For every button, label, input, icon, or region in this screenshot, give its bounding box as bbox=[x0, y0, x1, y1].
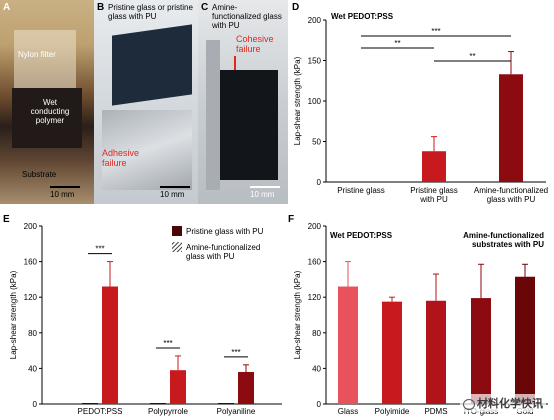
watermark-text: 材料化学快讯 bbox=[477, 398, 543, 410]
photo-a: A Nylon filter Wet conducting polymer Su… bbox=[0, 0, 94, 204]
chart-d-sig-label: ** bbox=[394, 39, 400, 48]
chart-d-xlabel-2: Amine-functionalized glass with PU bbox=[474, 186, 548, 204]
chart-f-ytick-label: 160 bbox=[308, 258, 322, 267]
chart-e-sig-label: *** bbox=[231, 348, 240, 357]
chart-e-xlabel: Polyaniline bbox=[217, 407, 256, 416]
chart-f-ytick-label: 120 bbox=[308, 293, 322, 302]
chart-d-sig-label: *** bbox=[431, 27, 440, 36]
panel-letter-f: F bbox=[288, 214, 294, 225]
chart-f-subtitle-1: Amine-functionalized bbox=[463, 231, 544, 240]
chart-e-ytick-label: 200 bbox=[24, 222, 38, 231]
chart-f-xlabel: PDMS bbox=[424, 407, 447, 416]
panel-letter-b: B bbox=[97, 2, 105, 13]
chart-e-sig-label: *** bbox=[163, 339, 172, 348]
chart-e-legend-swatch-1 bbox=[172, 242, 182, 252]
panel-letter-a: A bbox=[3, 2, 11, 13]
chart-f-ytick-label: 0 bbox=[317, 400, 322, 409]
wechat-icon bbox=[463, 398, 475, 410]
photo-c: C Amine-functionalized glass with PU Coh… bbox=[198, 0, 288, 204]
chart-d-bar bbox=[499, 74, 523, 182]
photo-b: B Pristine glass or pristine glass with … bbox=[94, 0, 198, 204]
scale-label-c: 10 mm bbox=[250, 190, 275, 199]
chart-f-ytick-label: 200 bbox=[308, 222, 322, 231]
cohesive-failure-label: Cohesive failure bbox=[236, 34, 274, 54]
chart-e-ytick-label: 80 bbox=[28, 329, 37, 338]
photo-c-title: Amine-functionalized glass with PU bbox=[212, 3, 282, 30]
chart-e-xlabel: Polypyrrole bbox=[148, 407, 189, 416]
chart-e-ytick-label: 160 bbox=[24, 258, 38, 267]
chart-f-ytick-label: 80 bbox=[312, 329, 321, 338]
panel-letter-c: C bbox=[201, 2, 209, 13]
chart-d-ylabel: Lap-shear strength (kPa) bbox=[293, 56, 302, 145]
chart-e-ytick-label: 40 bbox=[28, 364, 37, 373]
adhesive-failure-label: Adhesive failure bbox=[102, 148, 140, 168]
substrate-label: Substrate bbox=[22, 170, 57, 179]
chart-d-ytick-label: 200 bbox=[308, 16, 322, 25]
chart-f-bar bbox=[382, 301, 402, 404]
watermark: 材料化学快讯 bbox=[460, 394, 546, 412]
chart-d-bar bbox=[422, 151, 446, 182]
chart-e-legend-1: Amine-functionalized glass with PU bbox=[186, 243, 260, 261]
chart-e-ylabel: Lap-shear strength (kPa) bbox=[9, 270, 18, 359]
chart-d-ytick-label: 50 bbox=[312, 138, 321, 147]
chart-f-ytick-label: 40 bbox=[312, 364, 321, 373]
nylon-filter-label: Nylon filter bbox=[18, 50, 56, 59]
chart-f-ylabel: Lap-shear strength (kPa) bbox=[293, 270, 302, 359]
chart-f-xlabel: Polyimide bbox=[375, 407, 410, 416]
chart-f-bar bbox=[426, 300, 446, 404]
chart-d-xlabel-0: Pristine glass bbox=[337, 186, 385, 195]
panel-letter-d: D bbox=[292, 2, 299, 13]
scale-bar-b bbox=[160, 186, 190, 188]
chart-e-ytick-label: 0 bbox=[33, 400, 38, 409]
scale-label-a: 10 mm bbox=[50, 190, 75, 199]
scale-label-b: 10 mm bbox=[160, 190, 185, 199]
chart-e-sig-label: *** bbox=[95, 245, 104, 254]
chart-e-bar bbox=[238, 371, 254, 404]
chart-e-bar-s0 bbox=[150, 403, 166, 404]
chart-e-bar bbox=[102, 286, 118, 404]
panel-letter-e: E bbox=[3, 214, 10, 225]
scale-bar-c bbox=[250, 186, 280, 188]
chart-f-xlabel: Glass bbox=[338, 407, 358, 416]
chart-d-title: Wet PEDOT:PSS bbox=[331, 12, 394, 21]
chart-d-ytick-label: 150 bbox=[308, 57, 322, 66]
chart-e-ytick-label: 120 bbox=[24, 293, 38, 302]
chart-d-xlabel-1: Pristine glass with PU bbox=[410, 186, 458, 204]
chart-f-bar bbox=[338, 286, 358, 404]
chart-e-xlabel: PEDOT:PSS bbox=[78, 407, 123, 416]
chart-e-bar bbox=[170, 370, 186, 404]
chart-d-sig-label: ** bbox=[469, 52, 475, 61]
chart-e-bar-s0 bbox=[218, 403, 234, 404]
chart-e-legend-0: Pristine glass with PU bbox=[186, 227, 264, 236]
chart-f-bar bbox=[515, 276, 535, 404]
chart-e-legend-swatch-0 bbox=[172, 226, 182, 236]
chart-f-subtitle-2: substrates with PU bbox=[472, 240, 544, 249]
wet-polymer-label: Wet conducting polymer bbox=[30, 98, 70, 125]
photo-b-title: Pristine glass or pristine glass with PU bbox=[108, 3, 193, 21]
chart-e-bar-s0 bbox=[82, 403, 98, 404]
chart-d-ytick-label: 100 bbox=[308, 97, 322, 106]
chart-d-ytick-label: 0 bbox=[317, 178, 322, 187]
chart-f-title: Wet PEDOT:PSS bbox=[330, 231, 393, 240]
scale-bar-a bbox=[50, 186, 80, 188]
chart-f-bar bbox=[471, 298, 491, 404]
